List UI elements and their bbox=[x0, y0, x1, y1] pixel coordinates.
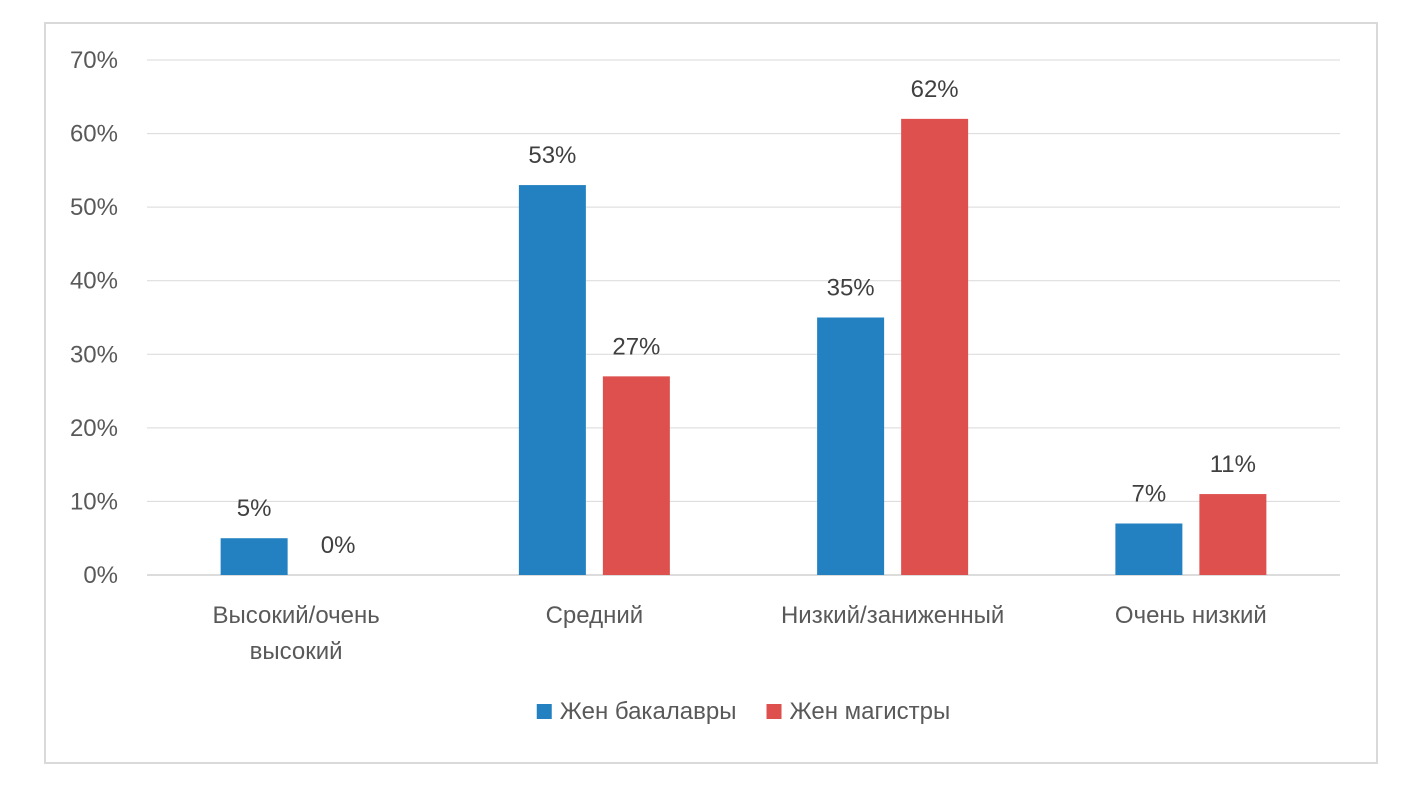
legend-label: Жен бакалавры bbox=[560, 698, 737, 725]
y-tick-label: 40% bbox=[70, 268, 118, 295]
bar bbox=[817, 317, 885, 575]
bar bbox=[518, 185, 586, 576]
data-label: 53% bbox=[528, 142, 576, 169]
category-label: Очень низкий bbox=[1115, 602, 1267, 629]
legend-swatch bbox=[536, 704, 552, 719]
bar bbox=[220, 538, 288, 575]
y-tick-label: 10% bbox=[70, 488, 118, 515]
category-label: Низкий/заниженный bbox=[781, 602, 1004, 629]
legend-swatch bbox=[766, 704, 782, 719]
data-label: 0% bbox=[321, 532, 356, 559]
legend-item: Жен магистры bbox=[766, 698, 951, 725]
category-label: высокий bbox=[250, 638, 343, 665]
series-2 bbox=[602, 118, 1267, 575]
data-labels: 5% 53% 35% 7% 0% 27% 62% 11% bbox=[237, 76, 1256, 559]
bar bbox=[602, 376, 670, 575]
bar bbox=[1199, 494, 1267, 575]
data-label: 11% bbox=[1210, 451, 1256, 478]
data-label: 5% bbox=[237, 495, 272, 522]
x-axis-categories: Высокий/очень высокий Средний Низкий/заниже… bbox=[212, 602, 1266, 665]
y-tick-label: 50% bbox=[70, 194, 118, 221]
y-tick-label: 70% bbox=[70, 47, 118, 74]
data-label: 62% bbox=[911, 76, 959, 103]
y-axis-ticks: 0% 10% 20% 30% 40% 50% 60% 70% bbox=[70, 47, 118, 589]
series-1 bbox=[220, 185, 1183, 576]
y-tick-label: 30% bbox=[70, 341, 118, 368]
bars bbox=[220, 118, 1267, 576]
bar bbox=[1115, 523, 1183, 575]
y-tick-label: 60% bbox=[70, 121, 118, 148]
y-tick-label: 20% bbox=[70, 415, 118, 442]
bar bbox=[901, 118, 969, 575]
category-label: Высокий/очень bbox=[212, 602, 379, 629]
data-label: 7% bbox=[1132, 481, 1167, 508]
legend: Жен бакалавры Жен магистры bbox=[536, 698, 951, 725]
legend-item: Жен бакалавры bbox=[536, 698, 737, 725]
data-label: 27% bbox=[612, 333, 660, 360]
data-label: 35% bbox=[827, 275, 875, 302]
chart-frame bbox=[44, 22, 1378, 764]
category-label: Средний bbox=[546, 602, 644, 629]
legend-label: Жен магистры bbox=[790, 698, 951, 725]
y-tick-label: 0% bbox=[83, 562, 118, 589]
